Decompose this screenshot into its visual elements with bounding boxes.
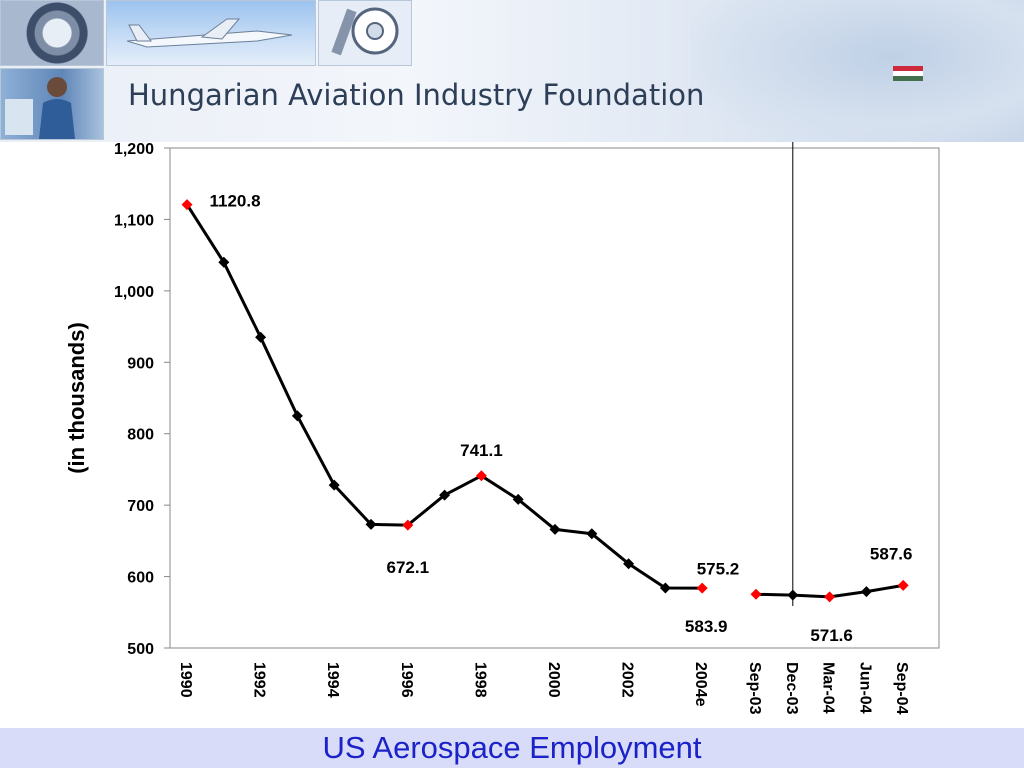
series-markers xyxy=(181,199,909,603)
data-point-marker xyxy=(181,199,193,211)
y-axis: 500 600 700 800 900 1,000 1,100 1,200 xyxy=(114,142,794,658)
y-tick-label: 700 xyxy=(127,498,154,515)
header-banner: Hungarian Aviation Industry Foundation xyxy=(0,0,1024,142)
data-point-marker xyxy=(824,591,836,603)
europe-map-image xyxy=(690,0,1024,142)
x-tick-label: 2004e xyxy=(692,662,709,707)
data-point-marker xyxy=(659,582,671,594)
x-tick-label: 1994 xyxy=(324,662,341,698)
plot-area xyxy=(169,147,940,649)
data-label: 583.9 xyxy=(685,617,728,636)
y-axis-label: (in thousands) xyxy=(64,322,89,474)
y-tick-label: 600 xyxy=(127,570,154,587)
data-point-marker xyxy=(623,558,635,570)
y-tick-label: 900 xyxy=(127,355,154,372)
data-point-marker xyxy=(291,410,303,422)
data-point-marker xyxy=(787,589,799,601)
slide-title: US Aerospace Employment xyxy=(322,730,702,765)
employment-chart: 500 600 700 800 900 1,000 1,100 1,200 1990 1992 1… xyxy=(0,142,1024,728)
x-tick-label: Jun-04 xyxy=(856,662,873,714)
x-tick-label: 2002 xyxy=(619,662,636,698)
x-tick-label: 2000 xyxy=(545,662,562,698)
airplane-image xyxy=(106,0,316,66)
data-point-marker xyxy=(897,579,909,591)
jet-engine-image xyxy=(0,0,104,66)
x-tick-label: Sep-03 xyxy=(746,662,763,715)
y-tick-label: 1,200 xyxy=(114,142,154,158)
x-tick-label: Dec-03 xyxy=(783,662,800,715)
data-point-marker xyxy=(586,528,598,540)
data-label: 575.2 xyxy=(697,559,740,578)
data-point-marker xyxy=(696,582,708,594)
data-point-marker xyxy=(860,586,872,598)
x-tick-label: 1990 xyxy=(177,662,194,698)
data-point-marker xyxy=(549,523,561,535)
hungary-flag-icon xyxy=(893,66,923,81)
x-tick-label: 1998 xyxy=(471,662,488,698)
data-point-marker xyxy=(328,479,340,491)
y-tick-label: 1,100 xyxy=(114,212,154,229)
footer-bar: US Aerospace Employment xyxy=(0,728,1024,768)
data-label: 571.6 xyxy=(810,626,853,645)
data-label: 587.6 xyxy=(870,544,913,563)
tool-image xyxy=(318,0,412,66)
data-point-marker xyxy=(439,489,451,501)
data-point-marker xyxy=(218,256,230,268)
x-tick-label: 1996 xyxy=(398,662,415,698)
y-tick-label: 800 xyxy=(127,427,154,444)
data-labels: 1120.8 672.1 741.1 583.9 575.2 571.6 587.6 xyxy=(209,192,912,645)
x-tick-label: Sep-04 xyxy=(893,662,910,715)
x-axis: 1990 1992 1994 1996 1998 2000 2002 2004e Sep-03 D… xyxy=(177,662,910,715)
data-label: 672.1 xyxy=(387,558,430,577)
banner-title: Hungarian Aviation Industry Foundation xyxy=(128,78,705,112)
data-point-marker xyxy=(750,588,762,600)
data-label: 1120.8 xyxy=(209,192,260,211)
data-point-marker xyxy=(402,519,414,531)
y-tick-label: 500 xyxy=(127,641,154,658)
data-point-marker xyxy=(255,331,267,343)
data-point-marker xyxy=(512,493,524,505)
data-point-marker xyxy=(475,470,487,482)
data-label: 741.1 xyxy=(460,441,503,460)
x-tick-label: 1992 xyxy=(251,662,268,698)
data-point-marker xyxy=(365,518,377,530)
y-tick-label: 1,000 xyxy=(114,284,154,301)
x-tick-label: Mar-04 xyxy=(820,662,837,714)
worker-image xyxy=(0,68,104,140)
